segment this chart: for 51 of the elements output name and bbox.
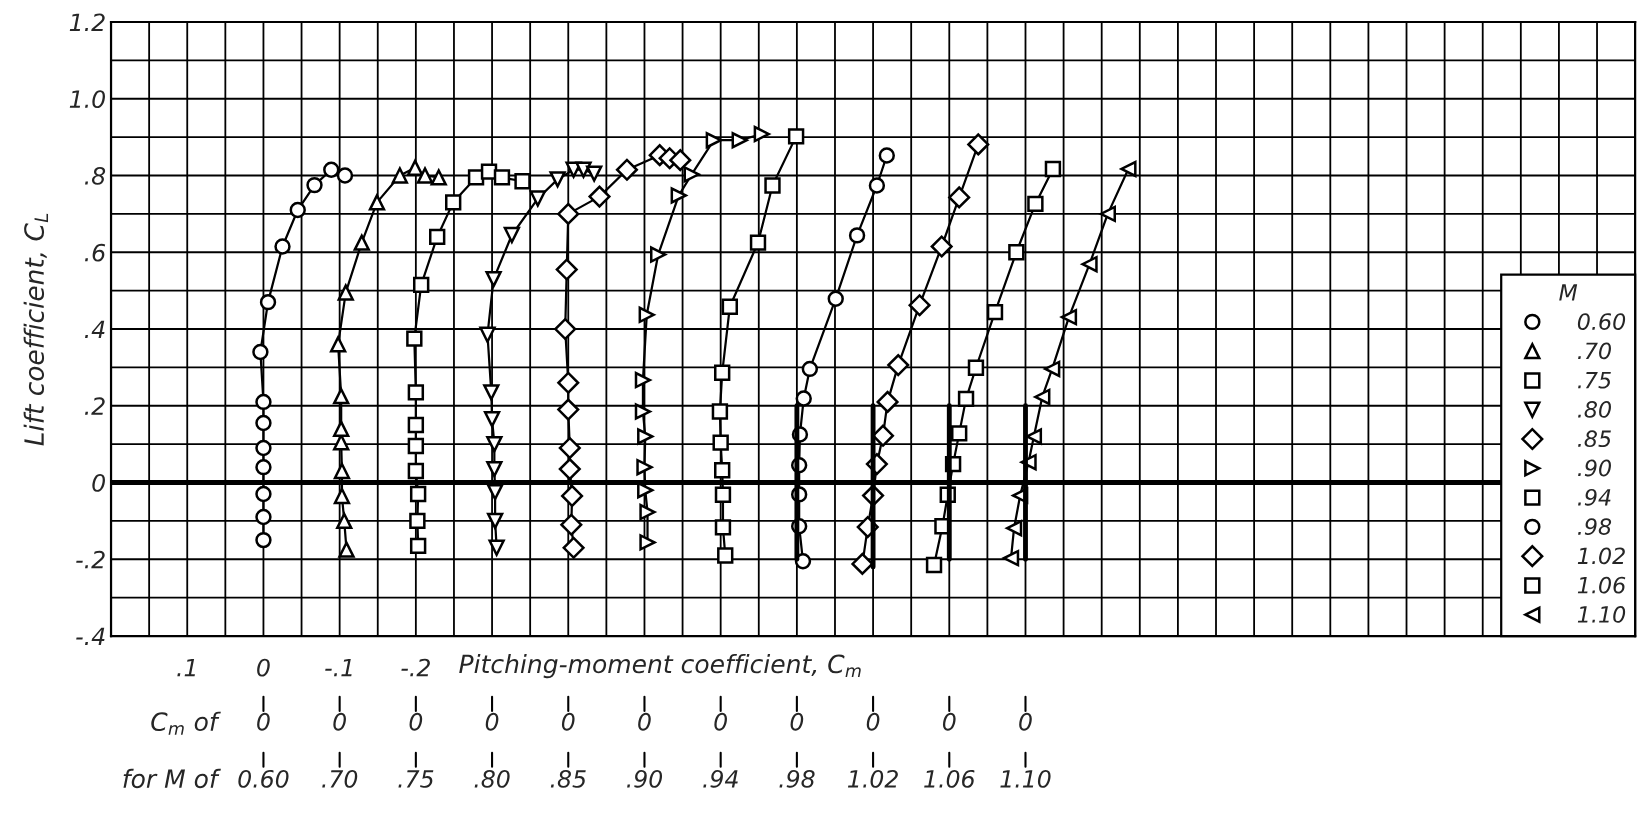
text: 0: [561, 712, 575, 731]
x-tick-label: -.1: [325, 658, 352, 677]
y-tick-label: .8: [85, 166, 106, 185]
y-tick-label: 1.0: [69, 90, 105, 109]
legend-label: 1.10: [1577, 606, 1626, 623]
legend-label: .94: [1578, 488, 1611, 506]
text: 0: [257, 712, 270, 731]
legend-label: 1.06: [1577, 576, 1626, 594]
text: .80: [474, 769, 510, 788]
text: 0: [485, 712, 499, 731]
text: .75: [398, 770, 434, 788]
y-tick-label: 0: [92, 473, 105, 492]
x-axis-title: Pitching-moment coefficient, C$_{m}$: [459, 653, 861, 679]
text: 0: [942, 712, 956, 731]
y-tick-label: .6: [85, 243, 106, 262]
x-tick-label: .1: [177, 658, 195, 677]
y-tick-label: -.2: [76, 550, 105, 569]
text: 0: [333, 712, 346, 731]
text: 0: [1019, 712, 1032, 731]
x-tick-label: -.2: [401, 658, 430, 677]
legend-label: .70: [1578, 342, 1611, 360]
text: 1.06: [924, 769, 975, 788]
y-tick-label: .4: [85, 320, 105, 338]
y-tick-label: .2: [85, 397, 105, 415]
text: .90: [627, 769, 663, 788]
text: C$_{m}$ of: [151, 711, 221, 735]
legend-title: M: [1559, 284, 1578, 301]
legend-label: 1.02: [1577, 547, 1625, 565]
text: .94: [703, 769, 738, 788]
text: .70: [322, 769, 358, 788]
text: 0: [714, 712, 727, 731]
text: for M of: [123, 768, 221, 789]
text: 0: [866, 712, 880, 731]
text: 1.02: [847, 769, 898, 788]
text: .98: [779, 769, 815, 788]
text: 0: [638, 712, 651, 731]
legend-label: .85: [1578, 430, 1611, 448]
text: 0: [409, 712, 423, 731]
y-tick-label: -.4: [76, 627, 105, 645]
legend-label: .80: [1578, 401, 1611, 418]
x-tick-label: 0: [257, 658, 270, 677]
y-tick-label: 1.2: [69, 13, 105, 31]
text: 1.10: [1000, 769, 1051, 788]
text: .85: [550, 769, 586, 788]
y-axis-title: Lift coefficient, C$_{L}$: [23, 213, 49, 446]
legend-label: 0.60: [1577, 313, 1626, 330]
legend-label: .75: [1578, 372, 1611, 389]
text: 0: [790, 712, 804, 731]
legend-label: .90: [1578, 459, 1611, 477]
legend-label: .98: [1578, 518, 1612, 535]
text: 0.60: [238, 769, 289, 788]
